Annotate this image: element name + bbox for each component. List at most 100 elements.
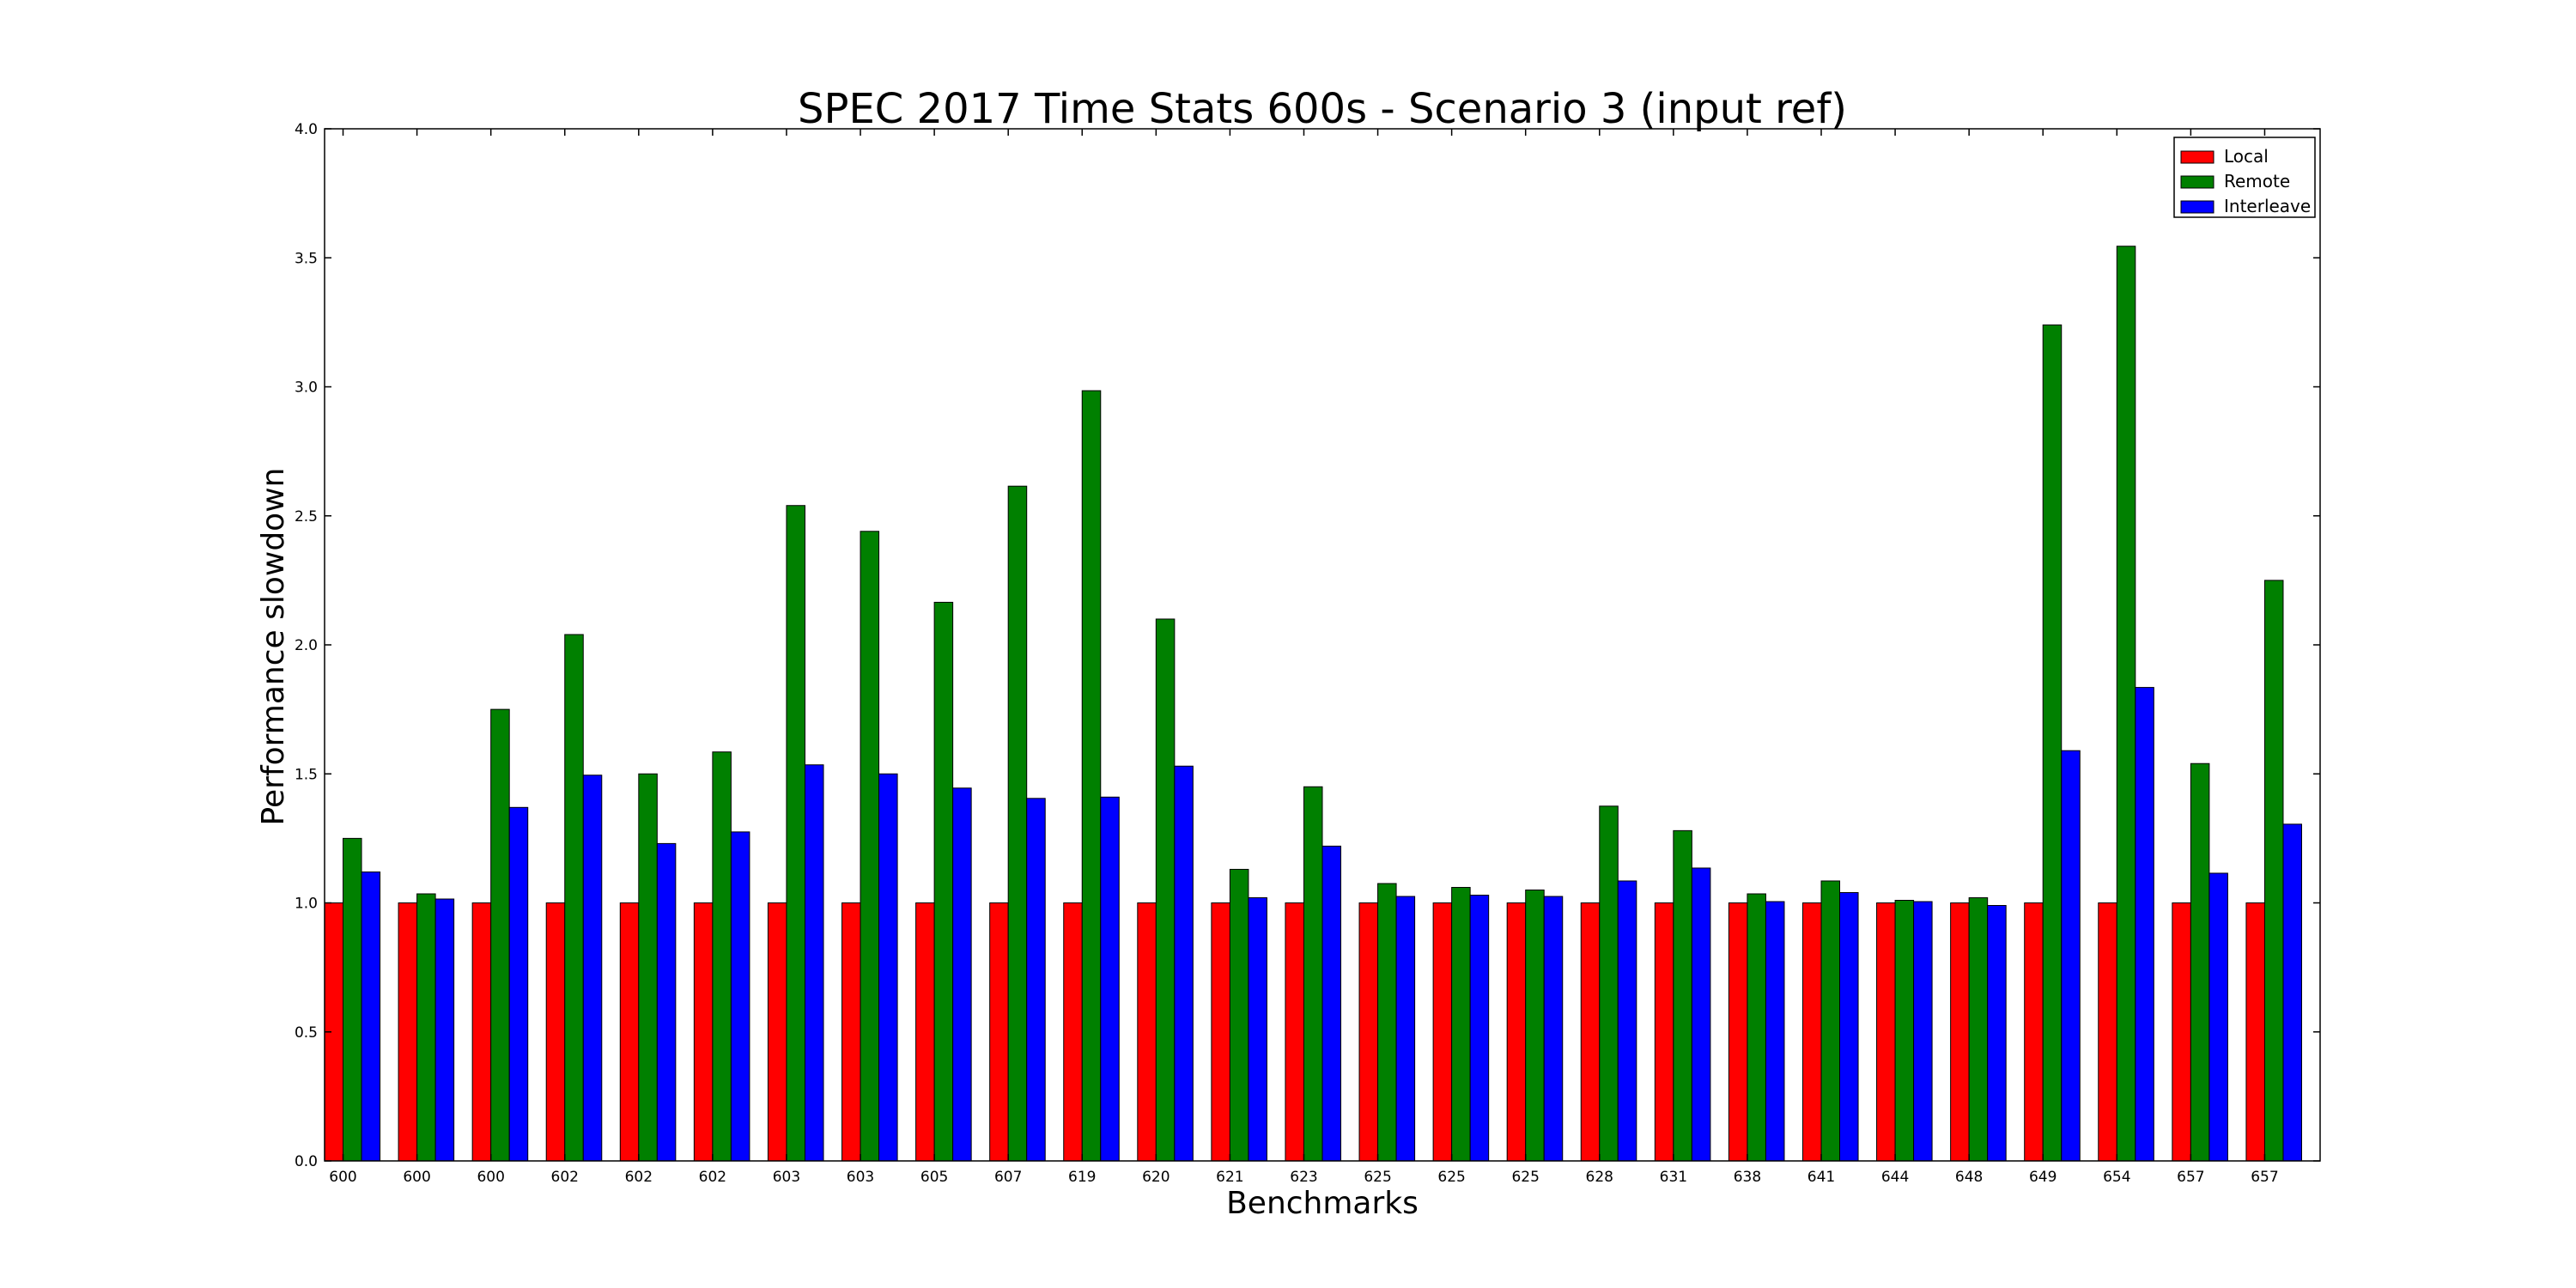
bar-interleave-11 (1174, 765, 1194, 1162)
bar-remote-26 (2263, 580, 2284, 1162)
y-tick-label-7: 3.5 (295, 250, 318, 267)
x-tick-label-25: 657 (2177, 1169, 2204, 1186)
bar-remote-15 (1451, 886, 1471, 1162)
bar-local-18 (1654, 902, 1674, 1162)
x-tick-label-5: 602 (699, 1169, 726, 1186)
bar-remote-17 (1599, 805, 1619, 1162)
bar-local-1 (398, 902, 418, 1162)
legend-swatch-local (2180, 150, 2215, 164)
bar-interleave-21 (1913, 901, 1933, 1162)
x-tick-label-16: 625 (1511, 1169, 1539, 1186)
x-tick-label-21: 644 (1881, 1169, 1909, 1186)
x-tick-label-17: 628 (1586, 1169, 1613, 1186)
x-tick-label-19: 638 (1734, 1169, 1761, 1186)
plot-frame (324, 128, 2321, 1162)
bar-local-11 (1137, 902, 1157, 1162)
y-tick-label-6: 3.0 (295, 380, 318, 397)
y-tick-label-0: 0.0 (295, 1153, 318, 1170)
bar-remote-0 (343, 837, 362, 1162)
bar-interleave-6 (804, 764, 824, 1162)
x-tick-label-2: 600 (477, 1169, 504, 1186)
x-tick-label-11: 620 (1142, 1169, 1170, 1186)
x-tick-label-15: 625 (1437, 1169, 1465, 1186)
bar-local-15 (1432, 902, 1453, 1162)
bar-interleave-25 (2208, 872, 2228, 1162)
bar-local-20 (1801, 902, 1822, 1162)
x-tick-label-0: 600 (329, 1169, 356, 1186)
bar-local-5 (693, 902, 714, 1162)
bar-interleave-4 (656, 842, 677, 1162)
x-tick-label-10: 619 (1068, 1169, 1096, 1186)
x-tick-label-9: 607 (994, 1169, 1022, 1186)
x-tick-label-4: 602 (625, 1169, 653, 1186)
y-tick-label-2: 1.0 (295, 896, 318, 913)
bar-local-24 (2098, 902, 2117, 1162)
bar-local-23 (2024, 902, 2044, 1162)
bar-local-2 (471, 902, 492, 1162)
x-tick-label-13: 623 (1290, 1169, 1317, 1186)
bar-remote-20 (1820, 880, 1841, 1162)
y-tick-label-8: 4.0 (295, 121, 318, 138)
bar-interleave-9 (1026, 798, 1046, 1162)
bar-local-22 (1950, 902, 1970, 1162)
bar-remote-11 (1155, 618, 1176, 1162)
x-tick-label-22: 648 (1955, 1169, 1983, 1186)
x-tick-label-26: 657 (2251, 1169, 2278, 1186)
x-tick-label-12: 621 (1216, 1169, 1243, 1186)
y-tick-label-5: 2.5 (295, 508, 318, 526)
bar-local-10 (1063, 902, 1083, 1162)
bar-interleave-13 (1321, 845, 1342, 1162)
x-tick-label-3: 602 (551, 1169, 579, 1186)
bar-local-3 (545, 902, 566, 1162)
legend-swatch-remote (2180, 175, 2215, 189)
x-tick-label-1: 600 (403, 1169, 430, 1186)
bar-local-16 (1506, 902, 1527, 1162)
y-tick-label-1: 0.5 (295, 1024, 318, 1042)
x-tick-label-6: 603 (773, 1169, 800, 1186)
bars-group (324, 246, 2302, 1162)
bar-interleave-0 (361, 871, 381, 1162)
bar-remote-19 (1747, 893, 1766, 1162)
bar-local-6 (767, 902, 787, 1162)
bar-interleave-26 (2282, 823, 2302, 1162)
bar-interleave-7 (878, 773, 898, 1162)
legend-label-remote: Remote (2224, 171, 2290, 191)
bar-local-7 (841, 902, 861, 1162)
legend-label-interleave: Interleave (2224, 196, 2311, 216)
bar-remote-9 (1007, 485, 1028, 1162)
bar-interleave-15 (1469, 894, 1490, 1162)
bar-remote-22 (1968, 896, 1989, 1162)
y-tick-label-3: 1.5 (295, 766, 318, 783)
bar-interleave-10 (1100, 796, 1120, 1162)
x-tick-label-24: 654 (2103, 1169, 2130, 1186)
bar-interleave-8 (952, 787, 972, 1162)
y-axis: 0.0 0.5 1.0 1.5 2.0 2.5 3.0 3.5 4.0 (295, 121, 2320, 1170)
bar-remote-2 (490, 708, 510, 1162)
bar-interleave-17 (1617, 880, 1637, 1162)
bar-local-9 (989, 902, 1009, 1162)
bar-remote-21 (1894, 899, 1915, 1162)
bar-remote-4 (638, 773, 658, 1162)
chart-title: SPEC 2017 Time Stats 600s - Scenario 3 (… (798, 85, 1847, 133)
bar-local-25 (2172, 902, 2191, 1162)
bar-remote-10 (1081, 390, 1102, 1162)
bar-local-14 (1358, 902, 1379, 1162)
bar-local-13 (1285, 902, 1304, 1162)
bar-interleave-2 (508, 806, 529, 1162)
x-tick-label-20: 641 (1807, 1169, 1835, 1186)
x-axis-label: Benchmarks (1226, 1186, 1419, 1221)
x-tick-label-14: 625 (1364, 1169, 1391, 1186)
y-axis-label: Performance slowdown (256, 468, 291, 826)
bar-interleave-19 (1765, 901, 1785, 1162)
legend: Local Remote Interleave (2173, 137, 2316, 218)
bar-interleave-24 (2135, 687, 2154, 1162)
bar-interleave-20 (1839, 891, 1859, 1162)
bar-interleave-22 (1987, 905, 2007, 1162)
legend-label-local: Local (2224, 146, 2269, 167)
bar-interleave-14 (1395, 896, 1416, 1162)
bar-remote-25 (2190, 762, 2210, 1162)
x-tick-label-18: 631 (1660, 1169, 1687, 1186)
bar-local-26 (2245, 902, 2265, 1162)
bar-remote-7 (860, 531, 880, 1162)
